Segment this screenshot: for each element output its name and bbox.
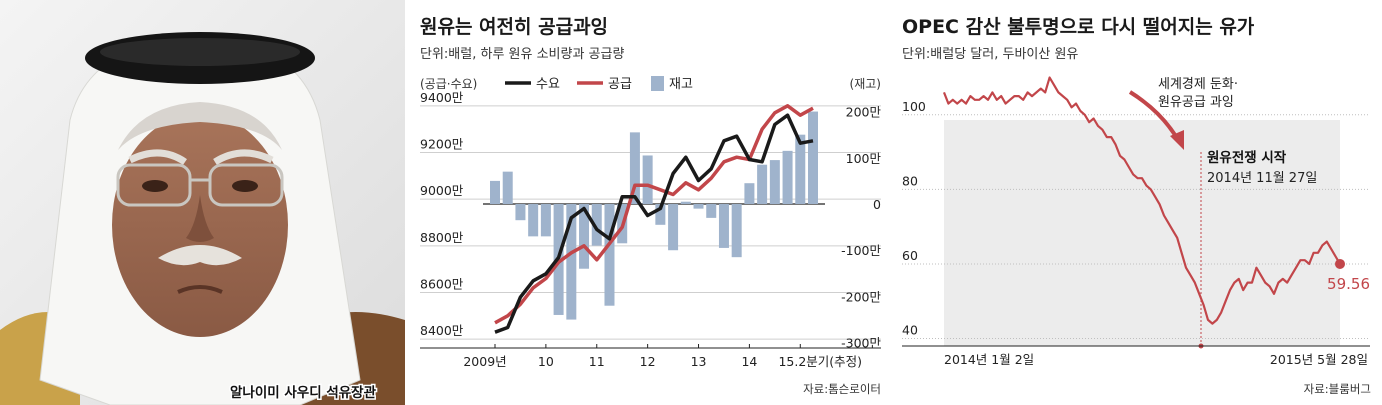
chart1-legend: 수요 공급 재고 <box>505 76 693 92</box>
stock-bar <box>591 204 602 246</box>
chart1-left-tick: 9400만 <box>420 90 464 105</box>
oil-price-end-dot <box>1335 258 1345 269</box>
chart1-right-tick: -300만 <box>841 336 881 351</box>
stock-bar <box>490 180 500 205</box>
oil-price-line <box>942 76 1341 325</box>
oil-price-chart: OPEC 감산 불투명으로 다시 떨어지는 유가 단위:배럴당 달러, 두바이산… <box>902 16 1371 396</box>
chart2-y-tick: 80 <box>902 173 918 188</box>
chart1-left-tick: 8800만 <box>420 230 464 245</box>
chart2-subtitle: 단위:배럴당 달러, 두바이산 원유 <box>902 47 1078 62</box>
stock-bar <box>642 155 653 205</box>
stock-bar <box>769 160 780 205</box>
stock-bar <box>757 164 768 205</box>
chart1-left-tick: 9200만 <box>420 137 464 152</box>
chart1-right-tick: -200만 <box>841 289 881 304</box>
annotation-arrowhead <box>1170 130 1184 150</box>
stock-bar <box>693 204 704 209</box>
stock-bar <box>706 204 717 218</box>
chart1-right-axis-label: (재고) <box>850 77 881 91</box>
stock-bar <box>502 171 513 205</box>
annotation-slowdown-line2: 원유공급 과잉 <box>1158 95 1234 110</box>
supply-line <box>494 104 814 325</box>
chart1-subtitle: 단위:배럴, 하루 원유 소비량과 공급량 <box>420 47 624 62</box>
annotation-oil-war-date: 2014년 11월 27일 <box>1207 171 1317 186</box>
stock-bar <box>731 204 742 258</box>
chart1-x-label: 2009년 <box>463 354 506 369</box>
stock-bar <box>808 111 818 205</box>
oil-price-end-label: 59.56 <box>1327 275 1370 293</box>
chart1-x-label: 10 <box>538 354 554 369</box>
chart1-source: 자료:톰슨로이터 <box>803 382 881 396</box>
chart2-source: 자료:블룸버그 <box>1304 382 1371 396</box>
stock-bar <box>629 132 640 205</box>
stock-bar <box>528 204 539 237</box>
chart2-x-label-start: 2014년 1월 2일 <box>944 352 1034 367</box>
chart1-right-tick: 200만 <box>846 105 882 120</box>
chart2-y-tick: 40 <box>902 323 918 338</box>
legend-stock-label: 재고 <box>669 77 693 92</box>
demand-line <box>494 113 814 334</box>
stock-bar <box>604 204 615 306</box>
chart1-right-tick: -100만 <box>841 243 881 258</box>
chart2-y-tick: 60 <box>902 248 918 263</box>
stock-bar <box>782 150 793 205</box>
stock-bar <box>744 183 755 205</box>
chart1-title: 원유는 여전히 공급과잉 <box>420 16 608 38</box>
chart1-right-tick: 100만 <box>846 151 882 166</box>
chart1-right-tick: 0 <box>873 197 881 212</box>
chart2-x-label-end: 2015년 5월 28일 <box>1270 352 1368 367</box>
chart1-x-label: 12 <box>640 354 656 369</box>
stock-bar <box>718 204 729 248</box>
chart1-left-axis-label: (공급·수요) <box>420 77 477 91</box>
stock-bar <box>515 204 526 221</box>
chart1-left-tick: 8600만 <box>420 277 464 292</box>
chart1-left-tick: 9000만 <box>420 183 464 198</box>
legend-stock-swatch <box>651 76 664 91</box>
chart1-left-tick: 8400만 <box>420 323 464 338</box>
stock-bar <box>795 134 806 205</box>
stock-bar <box>655 204 666 225</box>
supply-demand-chart: 원유는 여전히 공급과잉 단위:배럴, 하루 원유 소비량과 공급량 (공급·수… <box>420 16 882 396</box>
chart2-y-tick: 100 <box>902 99 926 114</box>
chart1-x-label: 15.2분기(추정) <box>778 354 862 369</box>
portrait-photo: 알나이미 사우디 석유장관 <box>0 0 405 405</box>
chart1-x-label: 11 <box>589 354 605 369</box>
stock-bar <box>680 201 691 205</box>
annotation-oil-war-title: 원유전쟁 시작 <box>1207 149 1287 166</box>
chart2-title: OPEC 감산 불투명으로 다시 떨어지는 유가 <box>902 16 1255 38</box>
chart1-x-label: 13 <box>691 354 707 369</box>
chart2-plot-panel <box>944 120 1340 346</box>
photo-caption: 알나이미 사우디 석유장관 <box>230 384 377 401</box>
legend-demand-label: 수요 <box>536 77 560 92</box>
annotation-slowdown-line1: 세계경제 둔화· <box>1158 77 1238 92</box>
legend-supply-label: 공급 <box>608 77 632 92</box>
chart1-x-label: 14 <box>741 354 757 369</box>
stock-bar <box>540 204 551 237</box>
stock-bar <box>566 204 577 320</box>
stock-bar <box>579 204 590 269</box>
stock-bar <box>668 204 679 251</box>
